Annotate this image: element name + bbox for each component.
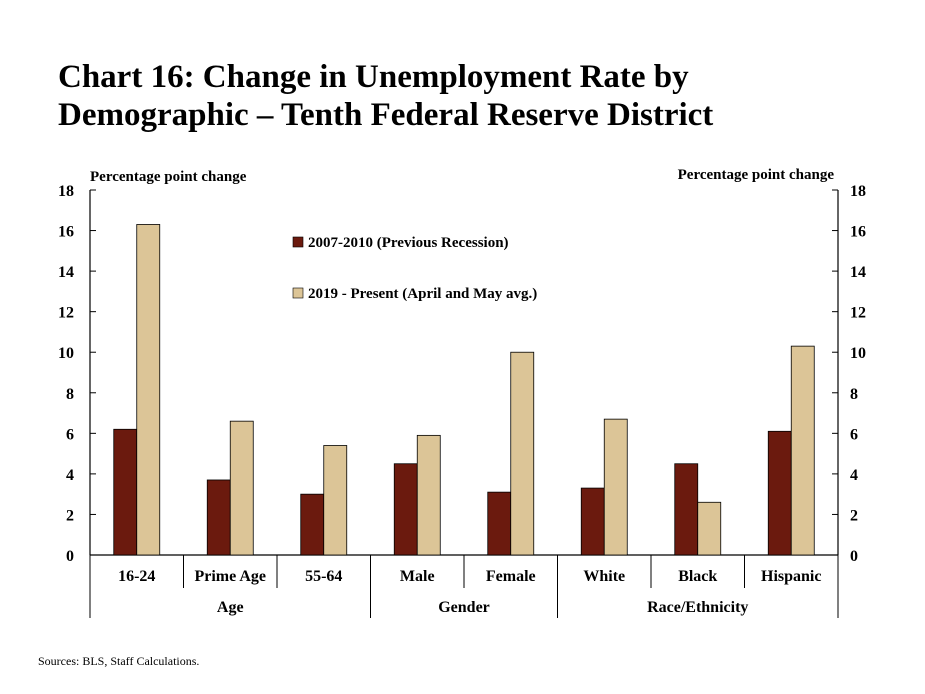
category-label: 55-64 (305, 568, 342, 585)
bar-present-white (603, 418, 628, 556)
bar-previous-recession-55-64 (300, 493, 325, 556)
y-axis-label-right: Percentage point change (678, 167, 835, 183)
bar-previous-recession-16-24 (113, 428, 138, 556)
legend-swatch (292, 287, 304, 299)
category-label: Male (400, 568, 435, 585)
y-tick-label-left: 0 (66, 548, 74, 565)
source-note: Sources: BLS, Staff Calculations. (38, 654, 200, 668)
bar-present-prime-age (229, 420, 254, 556)
category-label: 16-24 (118, 568, 155, 585)
category-label: Hispanic (761, 568, 821, 585)
bar-previous-recession-prime-age (206, 479, 231, 556)
y-axis-label-left: Percentage point change (90, 169, 247, 185)
y-tick-label-left: 12 (58, 305, 74, 322)
bar-present-female (510, 351, 535, 556)
category-label: White (583, 568, 625, 585)
bar-previous-recession-black (674, 463, 699, 556)
y-tick-label-left: 6 (66, 426, 74, 443)
legend-swatch (292, 236, 304, 248)
y-tick-label-right: 14 (850, 264, 866, 281)
y-tick-label-right: 16 (850, 224, 866, 241)
group-label: Age (217, 599, 244, 616)
y-tick-label-right: 4 (850, 467, 858, 484)
y-tick-label-right: 18 (850, 183, 866, 200)
y-tick-label-right: 10 (850, 345, 866, 362)
y-tick-label-right: 2 (850, 507, 858, 524)
y-tick-label-left: 18 (58, 183, 74, 200)
category-label: Black (678, 568, 717, 585)
bar-present-male (416, 434, 441, 556)
y-tick-label-left: 4 (66, 467, 74, 484)
bar-previous-recession-white (580, 487, 605, 556)
y-tick-label-right: 12 (850, 305, 866, 322)
y-tick-label-right: 8 (850, 386, 858, 403)
y-tick-label-left: 2 (66, 507, 74, 524)
bar-previous-recession-female (487, 491, 512, 556)
y-tick-label-left: 14 (58, 264, 74, 281)
y-tick-label-right: 0 (850, 548, 858, 565)
bar-present-hispanic (790, 345, 815, 556)
group-label: Race/Ethnicity (647, 599, 748, 616)
legend-label: 2007-2010 (Previous Recession) (308, 235, 509, 251)
group-label: Gender (438, 599, 490, 616)
bar-present-black (697, 501, 722, 556)
bar-present-55-64 (323, 445, 348, 556)
bar-previous-recession-hispanic (767, 430, 792, 556)
category-label: Female (486, 568, 536, 585)
chart-title: Chart 16: Change in Unemployment Rate by… (58, 59, 714, 133)
y-tick-label-left: 8 (66, 386, 74, 403)
bar-present-16-24 (136, 224, 161, 556)
plot-area: 0 0 2 2 4 4 6 6 8 8 10 10 12 12 14 14 16 16 18 18 16-24 Prime… (58, 183, 866, 618)
y-tick-label-right: 6 (850, 426, 858, 443)
y-tick-label-left: 16 (58, 224, 74, 241)
category-label: Prime Age (194, 568, 266, 585)
y-tick-label-left: 10 (58, 345, 74, 362)
bar-previous-recession-male (393, 463, 418, 556)
legend-label: 2019 - Present (April and May avg.) (308, 286, 537, 302)
